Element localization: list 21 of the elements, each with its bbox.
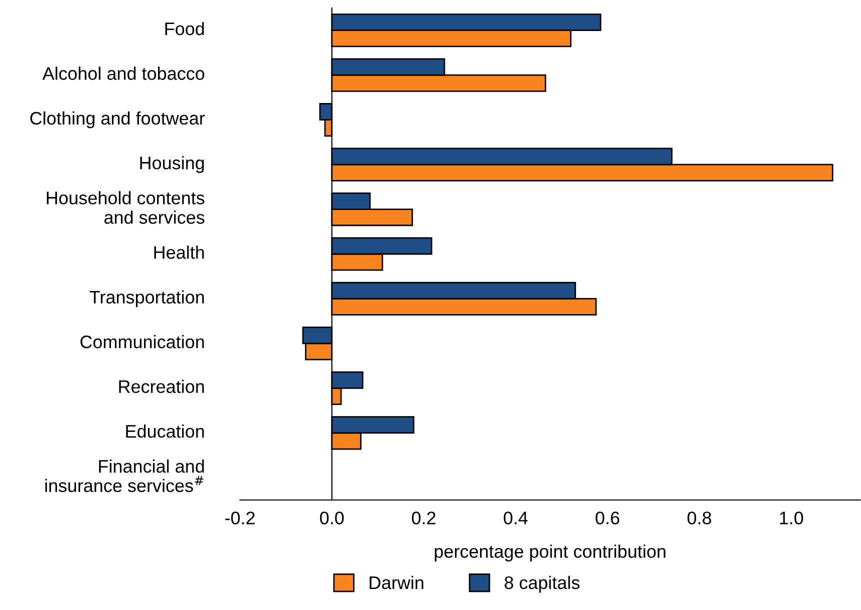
x-tick-label: 0.2 <box>412 512 436 524</box>
x-tick-label: 0.4 <box>504 512 528 524</box>
x-tick-label: 0.0 <box>320 512 344 524</box>
x-tick-label: 0.8 <box>688 512 712 524</box>
y-tick-label: Food <box>165 22 204 36</box>
x-tick-label: 0.6 <box>596 512 620 524</box>
y-tick-label: Housing <box>140 156 204 173</box>
y-tick-label: Communication <box>80 335 204 348</box>
y-tick-label: Financial and insurance services$^{#}$ <box>45 459 204 492</box>
y-tick-label: Health <box>154 246 204 259</box>
x-axis-title: percentage point contribution <box>434 544 666 562</box>
x-tick-label: -0.2 <box>225 512 255 524</box>
y-tick-label: Alcohol and tobacco <box>42 66 204 80</box>
y-tick-label: Clothing and footwear <box>30 111 205 128</box>
legend-label: 8 capitals <box>504 576 580 593</box>
y-tick-label: Transportation <box>90 290 204 308</box>
legend-label: Darwin <box>370 576 424 590</box>
x-tick-label: 1.0 <box>780 512 804 524</box>
y-tick-label: Education <box>126 424 204 438</box>
y-tick-label: Recreation <box>119 380 204 394</box>
y-tick-label: Household contents and services <box>46 191 204 224</box>
